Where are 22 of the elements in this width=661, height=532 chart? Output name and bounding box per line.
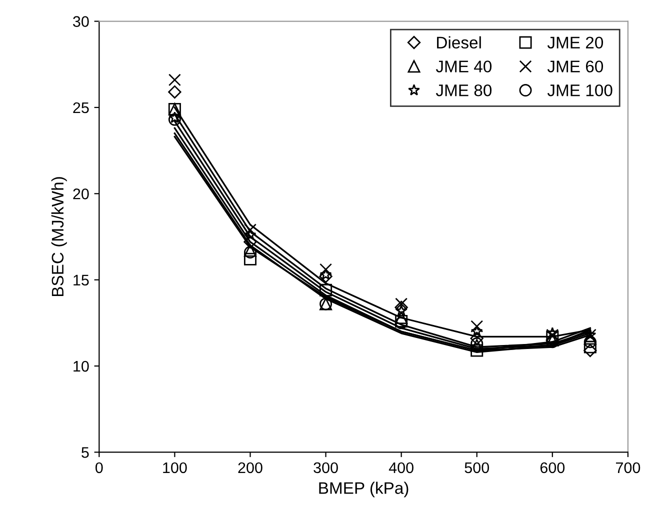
- x-tick-label: 500: [464, 462, 490, 474]
- legend-label: Diesel: [437, 36, 481, 49]
- x-tick-label: 600: [540, 462, 565, 474]
- y-tick-label: 15: [74, 274, 89, 286]
- x-tick-label: 400: [388, 462, 414, 474]
- x-tick-label: 300: [314, 462, 338, 474]
- y-tick-label: 5: [82, 447, 89, 458]
- legend-label: JME 80: [436, 84, 492, 96]
- x-tick-label: 0: [96, 462, 103, 474]
- legend-label: JME 100: [547, 84, 612, 96]
- x-axis-title: BMEP (kPa): [319, 482, 408, 498]
- x-tick-label: 200: [238, 462, 262, 474]
- legend-label: JME 40: [436, 60, 492, 72]
- legend-label: JME 20: [547, 36, 604, 49]
- x-tick-label: 700: [616, 462, 640, 474]
- y-tick-label: 20: [73, 188, 89, 200]
- x-tick-label: 100: [163, 462, 187, 474]
- y-axis-title: BSEC (MJ/kWh): [51, 177, 67, 296]
- legend-label: JME 60: [547, 60, 604, 72]
- y-tick-label: 10: [74, 360, 89, 372]
- y-tick-label: 25: [73, 102, 89, 114]
- y-tick-label: 30: [73, 16, 89, 27]
